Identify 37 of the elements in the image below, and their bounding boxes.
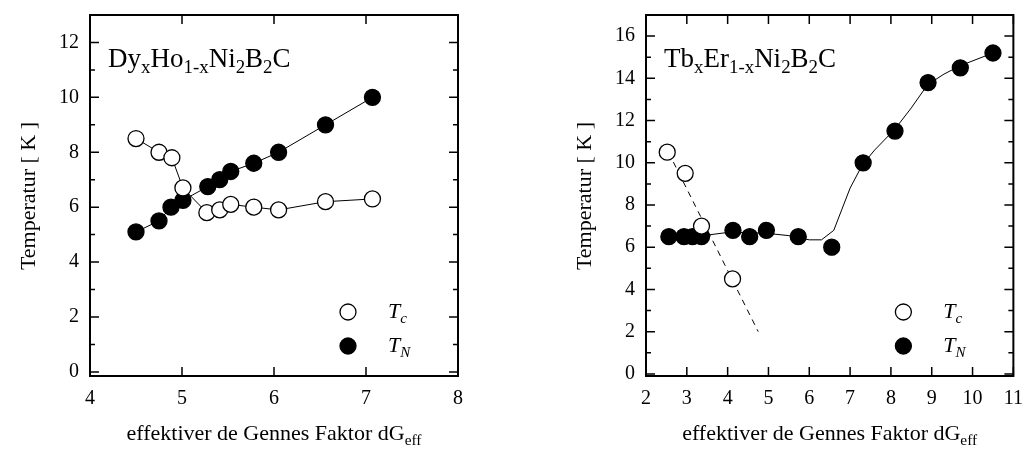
y-tick-label: 12: [59, 29, 79, 52]
x-tick-label: 6: [269, 386, 279, 409]
y-tick-label: 6: [69, 194, 79, 217]
x-tick-label: 4: [722, 386, 733, 409]
y-tick-label: 10: [59, 84, 79, 107]
chart-title: Dy$_{x}$Ho$_{1-x}$Ni$_{2}$B$_{2}$C: [108, 43, 291, 78]
y-tick-label: 6: [625, 234, 635, 257]
x-tick-label: 5: [763, 386, 774, 409]
x-tick-label: 6: [804, 386, 815, 409]
x-tick-label: 8: [885, 386, 896, 409]
y-tick-label: 10: [615, 150, 635, 173]
chart-title: Tb$_{x}$Er$_{1-x}$Ni$_{2}$B$_{2}$C: [664, 43, 837, 78]
y-tick-label: 0: [625, 361, 635, 384]
y-tick-label: 8: [625, 192, 635, 215]
y-tick-label: 14: [615, 65, 635, 88]
x-tick-label: 4: [85, 386, 95, 409]
x-tick-label: 3: [681, 386, 692, 409]
y-tick-label: 16: [615, 23, 635, 46]
x-tick-label: 9: [926, 386, 937, 409]
y-tick-label: 2: [625, 318, 635, 341]
x-axis-title: effektiver de Gennes Faktor dG$_{eff}$: [682, 420, 978, 450]
y-tick-label: 4: [625, 276, 635, 299]
x-axis-title: effektiver de Gennes Faktor dG$_{eff}$: [126, 420, 422, 450]
y-tick-label: 0: [69, 359, 79, 382]
y-tick-label: 8: [69, 139, 79, 162]
y-axis-title: Temperatur [ K ]: [15, 121, 41, 270]
y-tick-label: 4: [69, 249, 79, 272]
x-tick-label: 11: [1003, 386, 1023, 409]
x-tick-label: 7: [845, 386, 856, 409]
x-tick-label: 10: [962, 386, 983, 409]
x-tick-label: 5: [177, 386, 187, 409]
y-tick-label: 12: [615, 107, 635, 130]
x-tick-label: 7: [361, 386, 371, 409]
y-tick-label: 2: [69, 304, 79, 327]
x-tick-label: 8: [453, 386, 463, 409]
y-axis-title: Temperatur [ K ]: [571, 121, 597, 270]
x-tick-label: 2: [641, 386, 651, 409]
